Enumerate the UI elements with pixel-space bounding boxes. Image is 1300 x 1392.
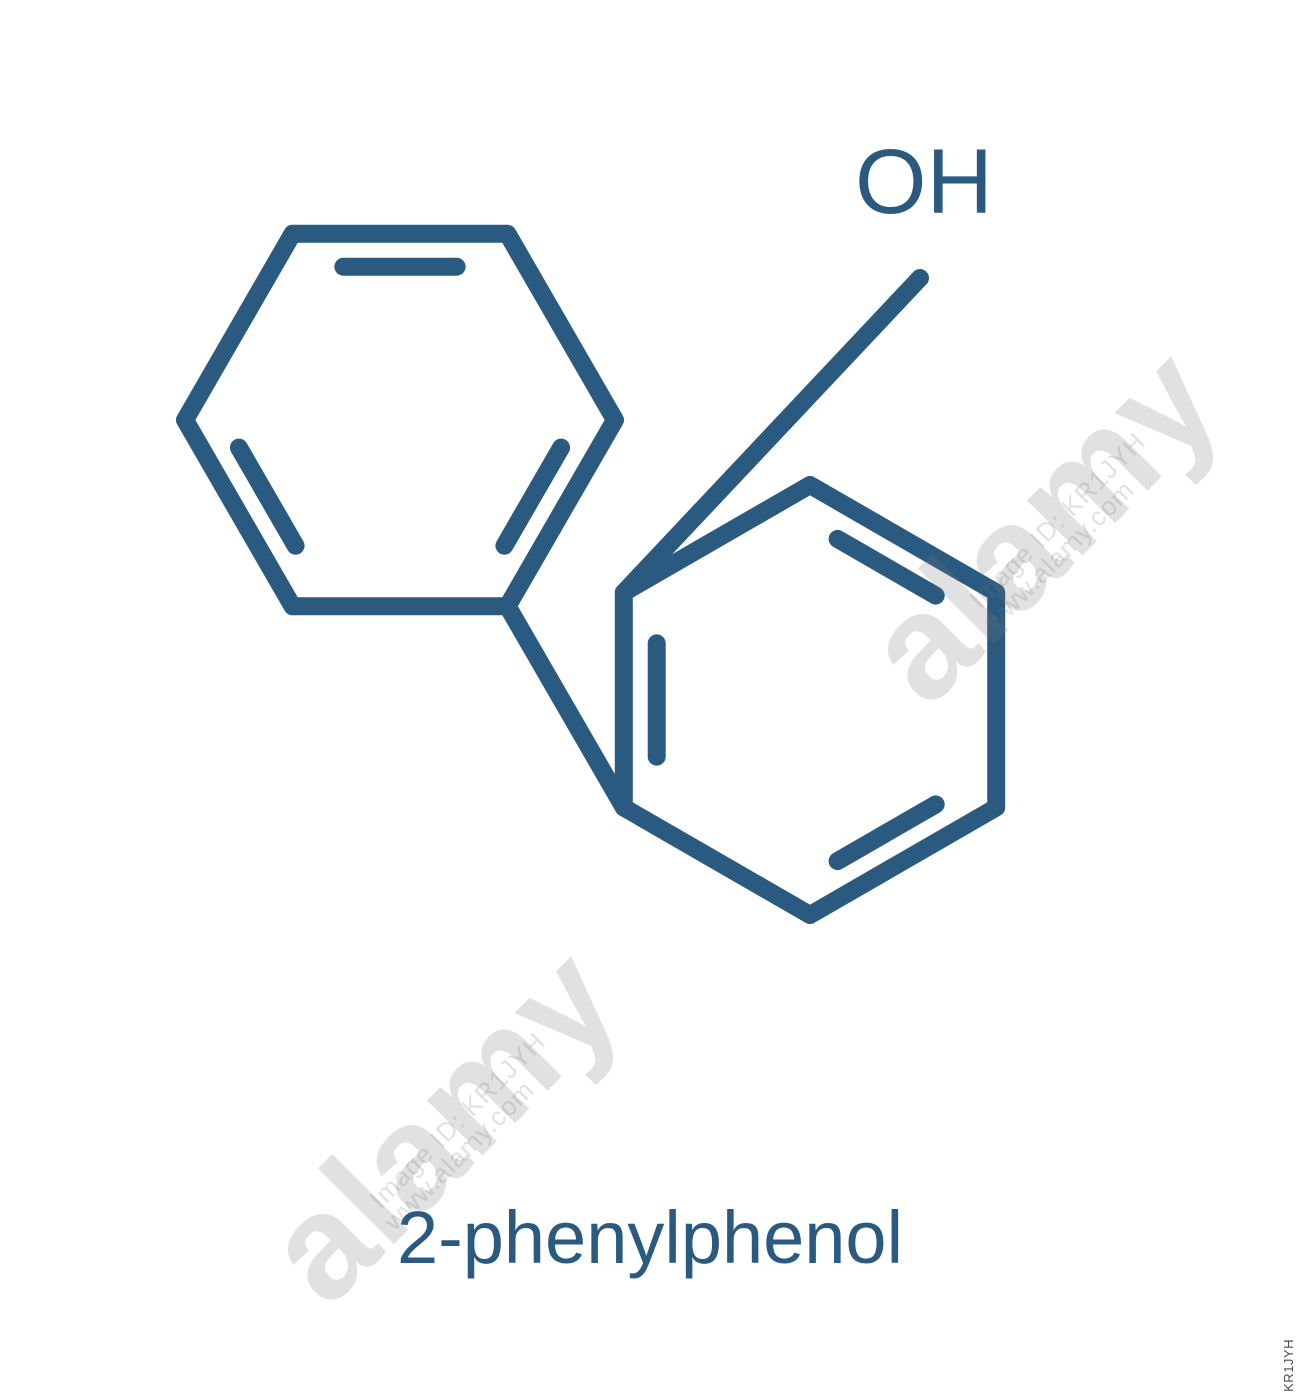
hydroxyl-label: OH xyxy=(855,130,993,235)
molecule-svg xyxy=(0,0,1300,1341)
corner-image-id: KR1JYH xyxy=(1281,1339,1296,1392)
molecule-name: 2-phenylphenol xyxy=(0,1195,1300,1280)
diagram-stage: OH 2-phenylphenol alamyImage ID: KR1JYHw… xyxy=(0,0,1300,1341)
